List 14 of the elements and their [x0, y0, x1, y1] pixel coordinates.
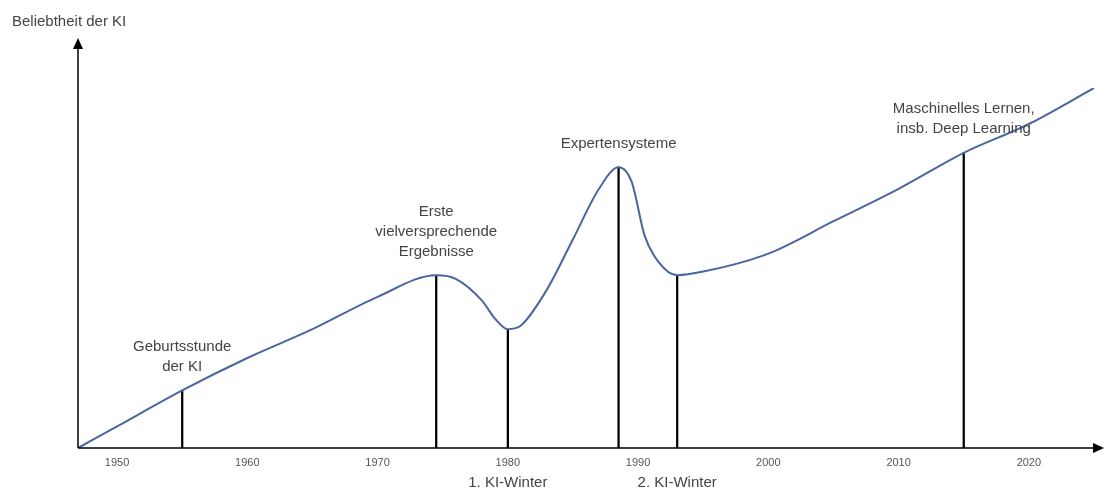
x-tick-label: 1990	[625, 455, 651, 468]
x-tick-label: 2020	[1016, 455, 1042, 468]
annotation: 1. KI-Winter	[468, 472, 548, 490]
annotation: Erste vielversprechende Ergebnisse	[375, 201, 498, 259]
annotation: 2. KI-Winter	[637, 472, 717, 490]
y-axis-title: Beliebtheit der KI	[12, 11, 127, 29]
x-tick-label: 1950	[104, 455, 130, 468]
x-tick-label: 1970	[365, 455, 390, 468]
x-tick-label: 2000	[756, 455, 781, 468]
annotation: Expertensysteme	[560, 133, 677, 151]
x-tick-label: 2010	[886, 455, 911, 468]
x-tick-label: 1960	[235, 455, 260, 468]
x-tick-label: 1980	[495, 455, 521, 468]
annotation: Geburtsstunde der KI	[133, 337, 232, 375]
